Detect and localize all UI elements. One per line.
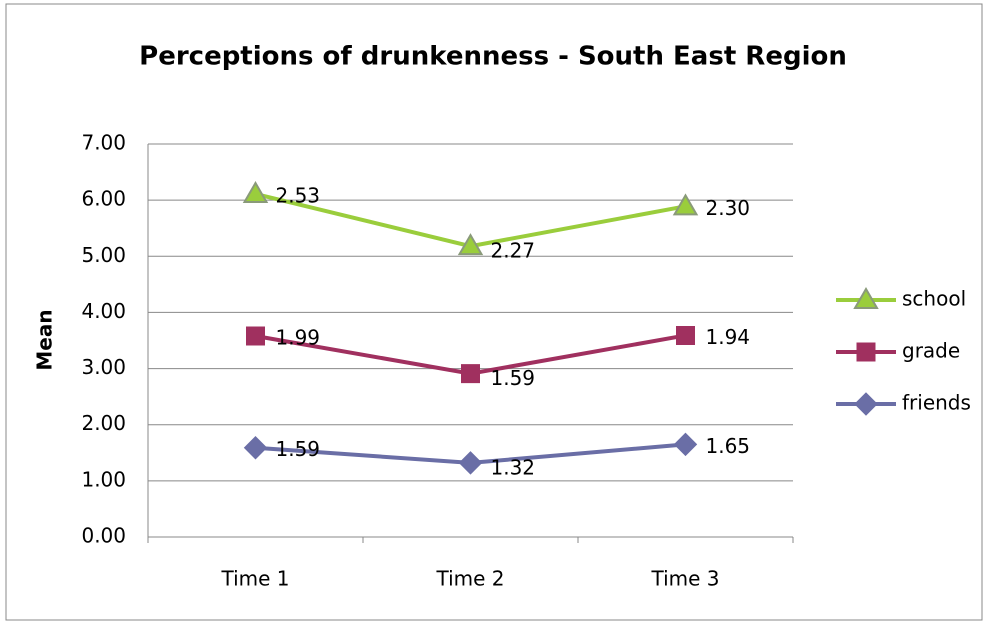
- y-tick-label: 6.00: [81, 187, 126, 211]
- data-label: 1.59: [491, 366, 536, 390]
- marker: [856, 342, 876, 362]
- marker: [854, 392, 878, 416]
- data-label: 1.32: [491, 455, 536, 479]
- legend-label: grade: [902, 339, 960, 363]
- y-tick-label: 0.00: [81, 524, 126, 548]
- y-tick-label: 2.00: [81, 411, 126, 435]
- marker: [458, 451, 483, 475]
- x-tick-label: Time 1: [220, 567, 289, 591]
- data-label: 2.53: [276, 183, 321, 207]
- marker: [461, 364, 480, 384]
- y-tick-label: 4.00: [81, 299, 126, 323]
- legend-label: friends: [902, 391, 971, 415]
- y-tick-label: 3.00: [81, 355, 126, 379]
- x-tick-label: Time 3: [650, 567, 719, 591]
- chart-title: Perceptions of drunkenness - South East …: [139, 42, 847, 72]
- marker: [242, 180, 269, 203]
- data-label: 2.27: [491, 239, 536, 263]
- marker: [243, 436, 268, 460]
- data-label: 1.99: [276, 326, 321, 350]
- marker: [676, 325, 695, 345]
- y-tick-label: 1.00: [81, 467, 126, 491]
- data-label: 1.59: [276, 437, 321, 461]
- data-label: 1.65: [706, 434, 751, 458]
- data-label: 2.30: [706, 196, 751, 220]
- y-tick-label: 7.00: [81, 131, 126, 155]
- y-tick-label: 5.00: [81, 243, 126, 267]
- marker: [246, 326, 265, 346]
- marker: [853, 287, 879, 309]
- legend-label: school: [902, 287, 966, 311]
- marker: [457, 233, 484, 256]
- data-label: 1.94: [706, 325, 751, 349]
- marker: [673, 432, 698, 457]
- x-tick-label: Time 2: [435, 567, 504, 591]
- marker: [672, 193, 699, 216]
- y-axis-label: Mean: [33, 309, 57, 370]
